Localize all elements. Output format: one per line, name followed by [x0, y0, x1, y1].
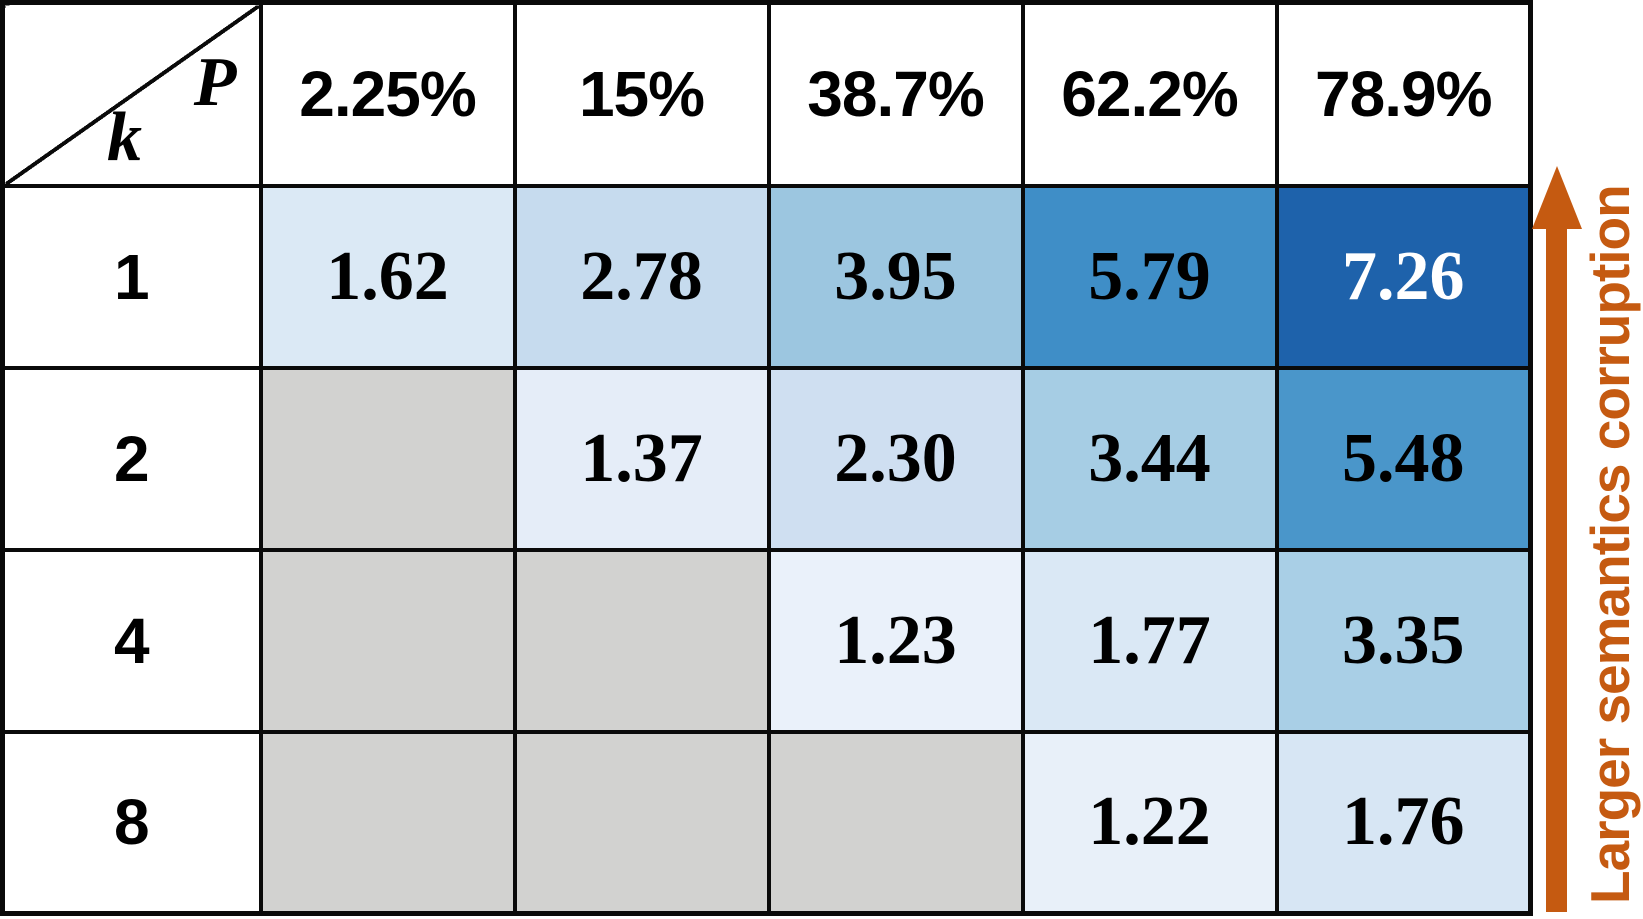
row-header-k2: 2	[0, 365, 263, 552]
table-row-k8: 8 1.22 1.76	[0, 729, 1533, 916]
table-row-k4: 4 1.23 1.77 3.35	[0, 547, 1533, 734]
col-header-5: 78.9%	[1274, 0, 1533, 188]
col-axis-label: P	[193, 44, 237, 121]
row-header-k1: 1	[0, 183, 263, 370]
col-header-4: 62.2%	[1020, 0, 1279, 188]
col-header-3: 38.7%	[766, 0, 1025, 188]
corner-cell: P k	[0, 0, 263, 188]
heatmap-cell: 1.62	[258, 183, 517, 370]
header-row: P k 2.25% 15% 38.7% 62.2% 78.9%	[0, 0, 1533, 188]
heatmap-cell: 3.35	[1274, 547, 1533, 734]
heatmap-cell: 3.95	[766, 183, 1025, 370]
empty-cell	[258, 729, 517, 916]
col-header-1: 2.25%	[258, 0, 517, 188]
row-header-k4: 4	[0, 547, 263, 734]
arrow-up-icon	[1532, 166, 1582, 229]
heatmap-cell: 7.26	[1274, 183, 1533, 370]
semantics-corruption-label: Larger semantics corruption	[1579, 185, 1641, 904]
col-header-2: 15%	[512, 0, 771, 188]
heatmap-cell: 5.79	[1020, 183, 1279, 370]
heatmap-cell: 2.30	[766, 365, 1025, 552]
heatmap-cell: 1.37	[512, 365, 771, 552]
row-header-k8: 8	[0, 729, 263, 916]
empty-cell	[258, 365, 517, 552]
heatmap-cell: 1.77	[1020, 547, 1279, 734]
heatmap-cell: 3.44	[1020, 365, 1279, 552]
empty-cell	[258, 547, 517, 734]
heatmap-cell: 1.23	[766, 547, 1025, 734]
heatmap-cell: 1.22	[1020, 729, 1279, 916]
heatmap-table: P k 2.25% 15% 38.7% 62.2% 78.9% 1 1.62 2…	[0, 0, 1533, 916]
arrow-shaft	[1546, 224, 1567, 912]
empty-cell	[512, 547, 771, 734]
table-row-k1: 1 1.62 2.78 3.95 5.79 7.26	[0, 183, 1533, 370]
table-row-k2: 2 1.37 2.30 3.44 5.48	[0, 365, 1533, 552]
heatmap-cell: 2.78	[512, 183, 771, 370]
heatmap-cell: 5.48	[1274, 365, 1533, 552]
heatmap-cell: 1.76	[1274, 729, 1533, 916]
empty-cell	[512, 729, 771, 916]
row-axis-label: k	[107, 98, 142, 176]
empty-cell	[766, 729, 1025, 916]
